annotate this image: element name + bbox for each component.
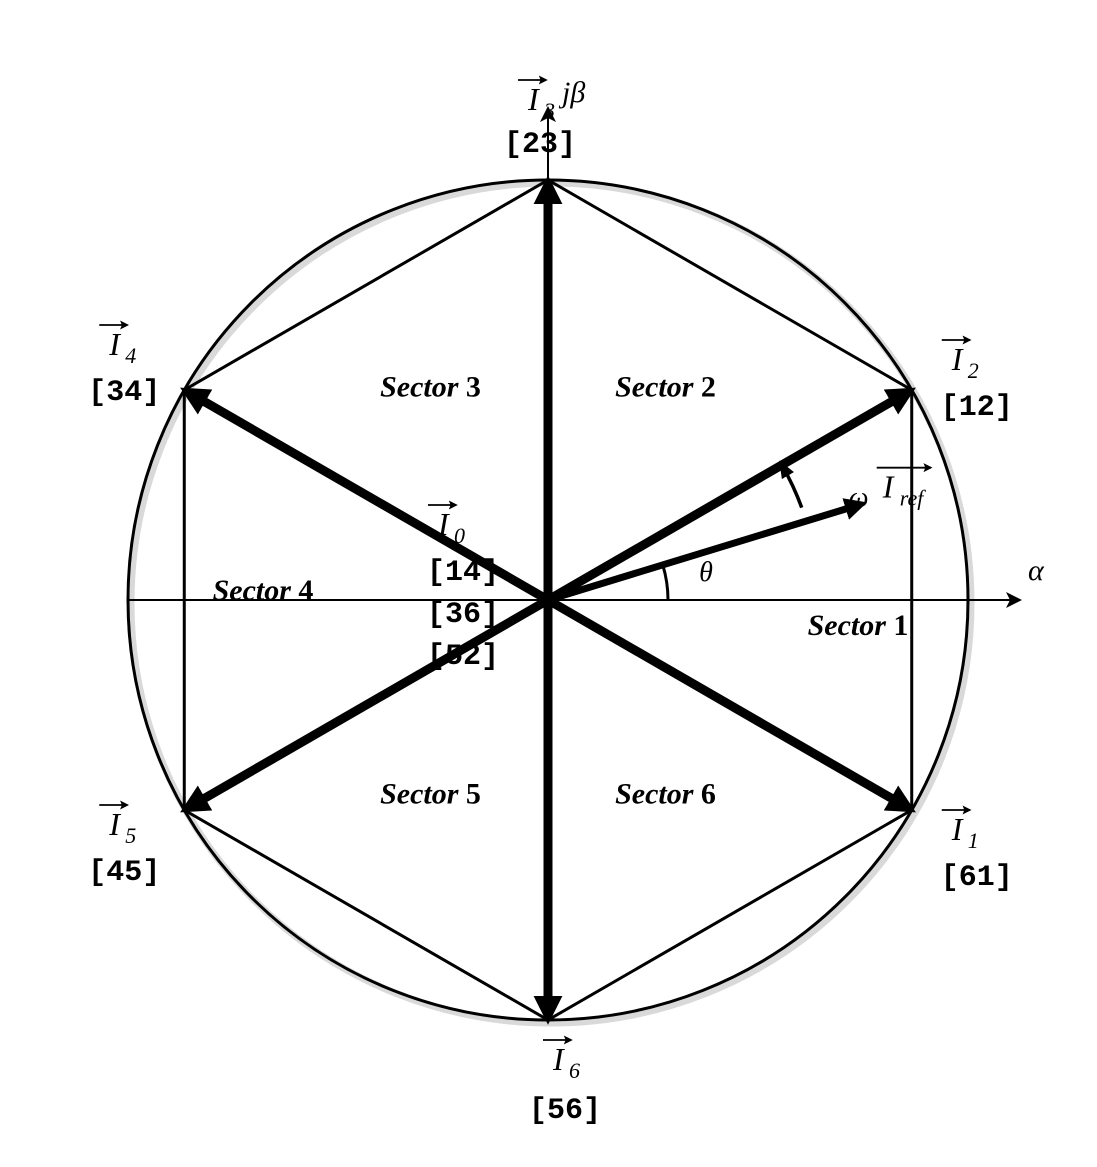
bracket-I4: [34]	[88, 376, 160, 410]
label-I3-text: I	[527, 81, 540, 117]
label-I1-text: I	[951, 811, 964, 847]
label-I3-sub: 3	[543, 98, 555, 123]
label-I2-text: I	[951, 341, 964, 377]
bracket-I1: [61]	[941, 861, 1013, 895]
label-I5: I5	[99, 805, 136, 848]
label-I4-text: I	[108, 326, 121, 362]
bracket-I6: [56]	[529, 1094, 601, 1128]
label-I2: I2	[942, 340, 979, 383]
label-I0-text: I	[437, 506, 450, 542]
label-I1-sub: 1	[968, 828, 979, 853]
sector-label-3: Sector 3	[380, 370, 481, 403]
label-I6-sub: 6	[569, 1058, 580, 1083]
label-I5-text: I	[108, 806, 121, 842]
bracket-I0-0: [14]	[427, 556, 499, 590]
vector-I2	[548, 399, 896, 600]
omega-label: ω	[849, 482, 869, 513]
sector-label-4: Sector 4	[213, 574, 314, 607]
svg-text:ref: ref	[900, 486, 927, 511]
label-I6-text: I	[552, 1041, 565, 1077]
svg-text:I: I	[882, 469, 895, 505]
theta-arc	[663, 565, 668, 600]
label-I4: I4	[99, 325, 136, 368]
bracket-I2: [12]	[941, 391, 1013, 425]
sector-label-6: Sector 6	[615, 778, 716, 811]
label-I6: I6	[543, 1040, 580, 1083]
label-Iref: Iref	[877, 468, 931, 511]
sector-label-2: Sector 2	[615, 370, 716, 403]
alpha-axis-label: α	[1028, 554, 1045, 587]
bracket-I0-1: [36]	[427, 598, 499, 632]
label-I3: I3	[518, 80, 555, 123]
jbeta-axis-label: jβ	[558, 76, 585, 109]
label-I0-sub: 0	[454, 523, 465, 548]
label-I1: I1	[942, 810, 979, 853]
label-I4-sub: 4	[125, 343, 136, 368]
theta-label: θ	[699, 557, 713, 588]
sector-label-1: Sector 1	[808, 609, 909, 642]
bracket-I0-2: [52]	[427, 640, 499, 674]
label-I0: I0	[428, 505, 465, 548]
bracket-I3: [23]	[504, 128, 576, 162]
label-I5-sub: 5	[125, 823, 136, 848]
sector-label-5: Sector 5	[380, 778, 481, 811]
omega-arc	[782, 465, 802, 508]
label-I2-sub: 2	[968, 358, 979, 383]
bracket-I5: [45]	[88, 856, 160, 890]
